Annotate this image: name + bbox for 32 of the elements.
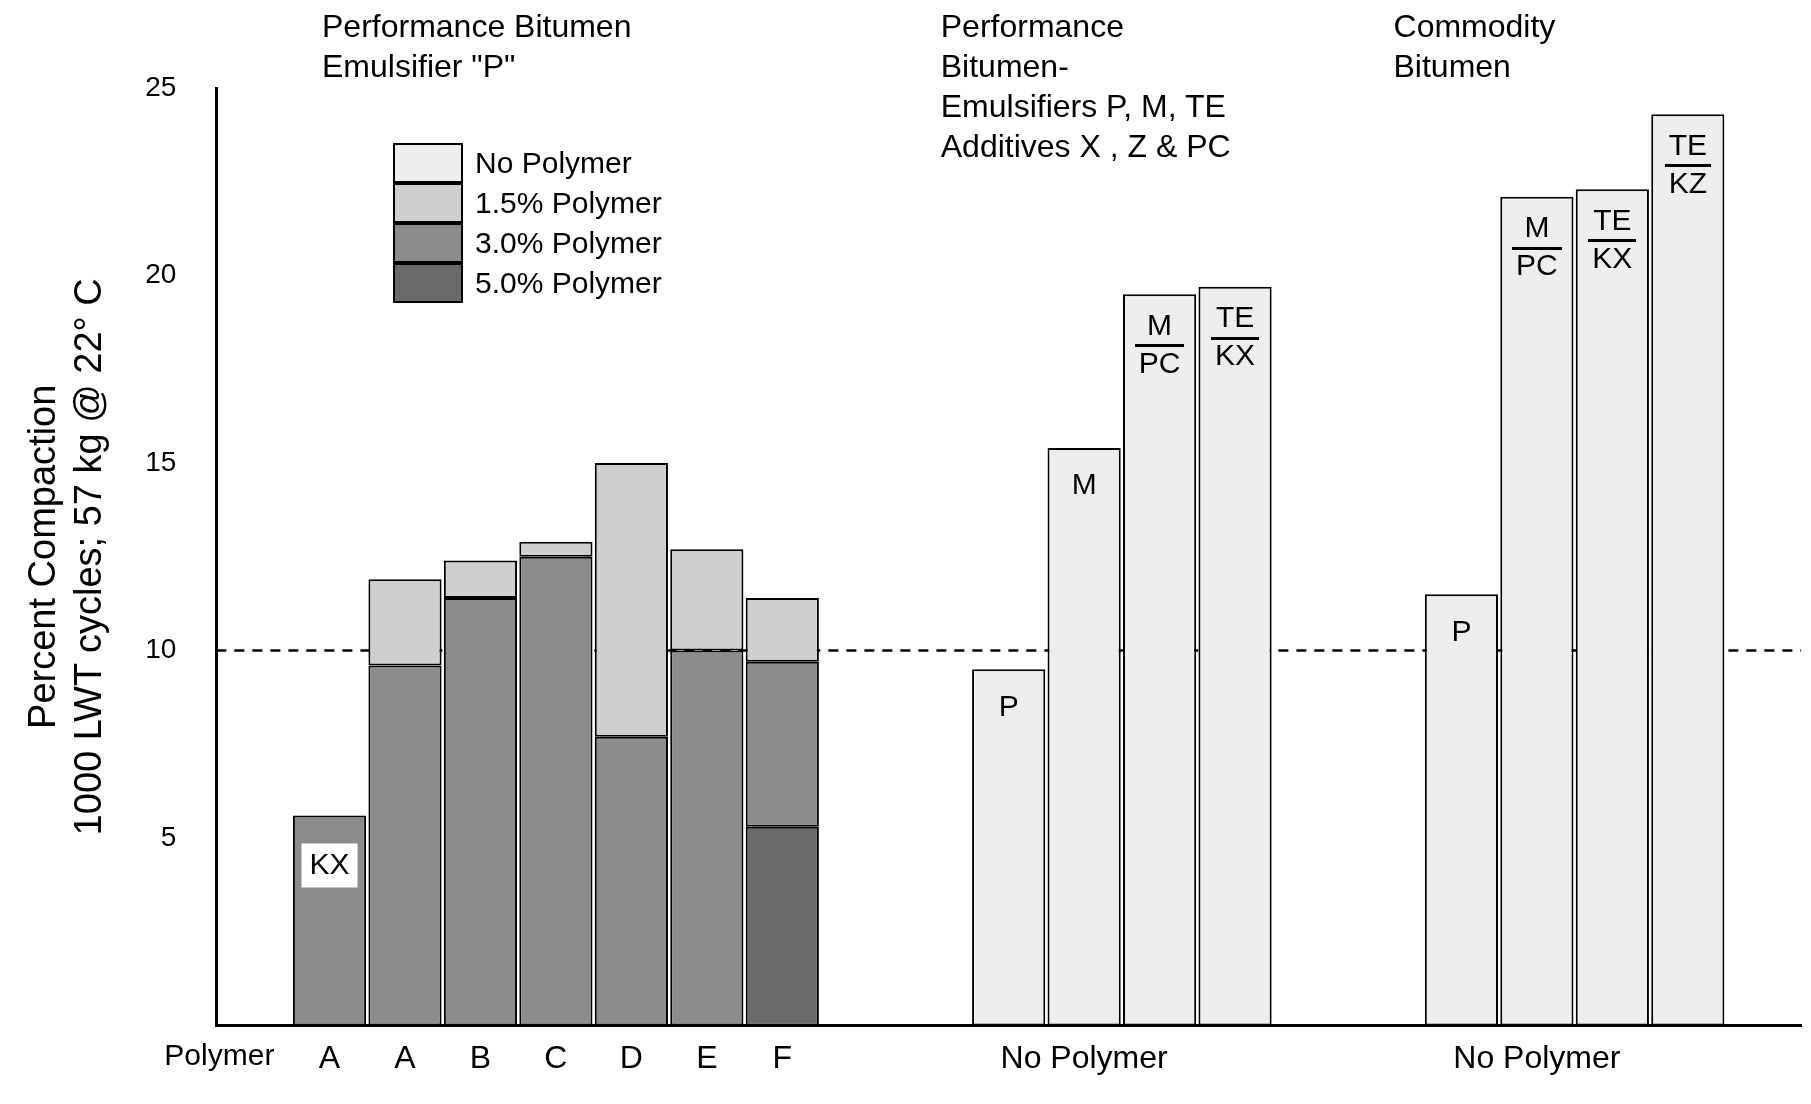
data-label: M xyxy=(1071,467,1097,501)
y-axis-title: Percent Compaction 1000 LWT cycles; 57 kg @ 22° C xyxy=(21,278,109,836)
data-label: TE KX xyxy=(1592,202,1633,274)
legend-label: No Polymer xyxy=(475,146,632,180)
x-tick-label: C xyxy=(544,1038,568,1075)
x-tick-label: A xyxy=(394,1038,417,1075)
legend-label: 1.5% Polymer xyxy=(475,186,662,220)
y-tick-label: 20 xyxy=(145,258,177,290)
text: Performance Bitumen Emulsifier "P" xyxy=(321,7,632,84)
y-tick-label: 15 xyxy=(145,445,177,477)
data-label: M PC xyxy=(1138,307,1181,379)
text: Commodity Bitumen xyxy=(1393,7,1556,84)
data-label: TE KX xyxy=(1215,300,1256,372)
data-label: P xyxy=(1451,613,1472,647)
x-axis-title: Polymer xyxy=(164,1037,275,1071)
x-tick-label: B xyxy=(469,1038,492,1075)
y-tick-label: 25 xyxy=(145,70,177,102)
x-tick-label: F xyxy=(772,1038,793,1075)
x-tick-label: E xyxy=(696,1038,718,1075)
x-tick-label: A xyxy=(318,1038,341,1075)
data-label: TE KZ xyxy=(1668,127,1707,199)
x-tick-label: No Polymer xyxy=(1000,1038,1169,1075)
annotation: Performance Bitumen- Emulsifiers P, M, TE Additives X , Z & PC xyxy=(940,7,1231,164)
y-tick-label: 5 xyxy=(160,820,177,852)
legend-label: 3.0% Polymer xyxy=(475,226,662,260)
x-tick-label: D xyxy=(619,1038,643,1075)
y-tick-label: 10 xyxy=(145,633,177,665)
data-label: M PC xyxy=(1516,210,1558,282)
x-tick-label: No Polymer xyxy=(1453,1038,1621,1075)
data-label: P xyxy=(998,688,1019,722)
legend-label: 5.0% Polymer xyxy=(475,266,662,300)
data-label: KX xyxy=(309,846,350,880)
